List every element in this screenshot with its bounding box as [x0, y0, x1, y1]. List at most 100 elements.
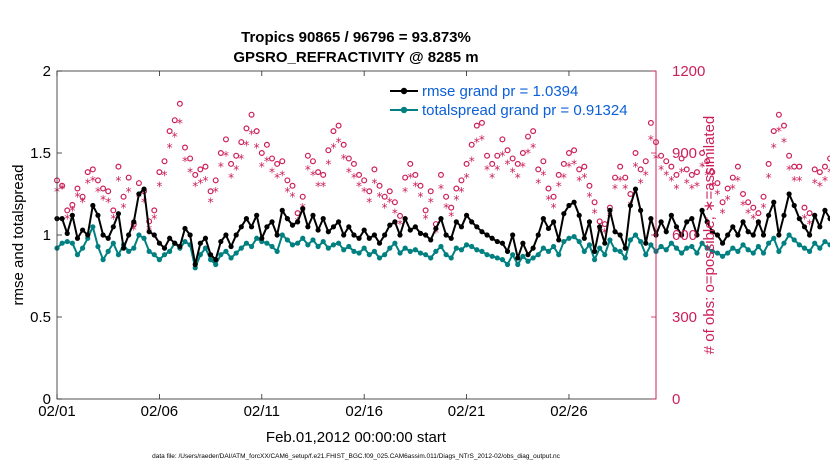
series-point — [433, 248, 439, 254]
series-point — [156, 257, 162, 263]
possible-marker — [514, 160, 521, 167]
series-point — [100, 257, 106, 263]
assimilated-marker: * — [668, 174, 674, 188]
series-point — [673, 245, 680, 251]
series-point — [525, 258, 531, 264]
series-point — [177, 243, 183, 250]
series-point — [197, 240, 203, 246]
assimilated-marker: * — [556, 179, 562, 193]
series-point — [515, 261, 521, 268]
possible-marker — [381, 193, 388, 200]
series-point — [781, 240, 787, 246]
assimilated-marker: * — [720, 207, 726, 221]
assimilated-marker: * — [740, 198, 746, 212]
x-tick-label: 02/16 — [345, 403, 383, 420]
assimilated-marker: * — [85, 177, 91, 191]
series-point — [520, 240, 526, 246]
series-point — [172, 240, 178, 246]
assimilated-marker: * — [141, 196, 147, 210]
assimilated-marker: * — [95, 185, 101, 199]
assimilated-marker: * — [694, 179, 700, 193]
possible-marker — [540, 158, 547, 165]
series-point — [719, 240, 726, 246]
series-point — [530, 255, 536, 261]
series-point — [351, 232, 357, 238]
assimilated-marker: * — [801, 212, 807, 226]
series-point — [648, 216, 654, 222]
possible-marker — [775, 111, 782, 118]
series-point — [223, 232, 229, 238]
possible-marker — [458, 177, 465, 184]
possible-marker — [59, 182, 66, 189]
series-point — [417, 250, 424, 256]
x-tick-label: 02/06 — [141, 403, 179, 420]
assimilated-marker: * — [638, 177, 644, 191]
assimilated-marker: * — [714, 188, 720, 202]
y2-tick-label: 300 — [672, 309, 697, 326]
series-point — [295, 240, 301, 246]
series-point — [725, 250, 731, 256]
possible-marker — [304, 152, 311, 159]
series-point — [494, 238, 500, 245]
series-point — [479, 229, 485, 235]
series-point — [612, 247, 618, 253]
series-point — [320, 216, 326, 222]
series-point — [315, 243, 321, 250]
series-point — [151, 252, 157, 258]
possible-marker — [135, 180, 142, 187]
series-point — [520, 253, 526, 259]
possible-marker — [366, 188, 373, 195]
series-point — [535, 232, 541, 238]
possible-marker — [489, 160, 496, 167]
series-point — [494, 255, 500, 261]
data-file-footnote: data file: /Users/raeder/DAI/ATM_forcXX/… — [152, 453, 561, 460]
assimilated-marker: * — [699, 160, 705, 174]
series-point — [658, 219, 664, 225]
series-point — [305, 242, 311, 248]
possible-marker — [79, 193, 86, 200]
assimilated-marker: * — [110, 212, 116, 226]
possible-marker — [519, 150, 526, 157]
possible-marker — [222, 136, 229, 143]
assimilated-marker: * — [105, 196, 111, 210]
series-point — [709, 229, 715, 235]
possible-marker — [212, 177, 219, 184]
possible-marker — [407, 160, 414, 167]
series-point — [110, 240, 116, 246]
series-point — [438, 216, 444, 222]
possible-marker — [397, 212, 404, 219]
series-point — [382, 232, 388, 238]
series-point — [755, 219, 761, 225]
possible-marker — [499, 136, 506, 143]
series-point — [264, 224, 270, 230]
series-point — [740, 242, 746, 248]
possible-marker — [84, 169, 91, 176]
series-point — [786, 191, 792, 197]
possible-marker — [448, 204, 455, 211]
assimilated-marker: * — [525, 147, 531, 161]
possible-marker — [627, 191, 634, 198]
series-point — [330, 242, 337, 248]
series-point — [648, 242, 654, 248]
assimilated-marker: * — [392, 207, 398, 221]
series-point — [325, 229, 331, 235]
series-point — [300, 235, 306, 241]
x-tick-label: 02/21 — [448, 403, 486, 420]
assimilated-marker: * — [162, 168, 168, 182]
possible-marker — [714, 180, 721, 187]
series-point — [387, 222, 393, 228]
series-point — [351, 248, 357, 254]
possible-marker — [437, 171, 444, 178]
series-point — [366, 235, 372, 241]
possible-marker — [709, 169, 716, 176]
series-point — [668, 240, 674, 246]
series-point — [136, 191, 142, 197]
possible-marker — [550, 193, 557, 200]
assimilated-marker: * — [100, 193, 106, 207]
possible-marker — [468, 141, 475, 148]
series-point — [668, 212, 674, 218]
possible-marker — [688, 171, 695, 178]
plot-area: * **** ** *** ******* ********** * ************… — [53, 70, 830, 400]
series-point — [766, 240, 772, 246]
